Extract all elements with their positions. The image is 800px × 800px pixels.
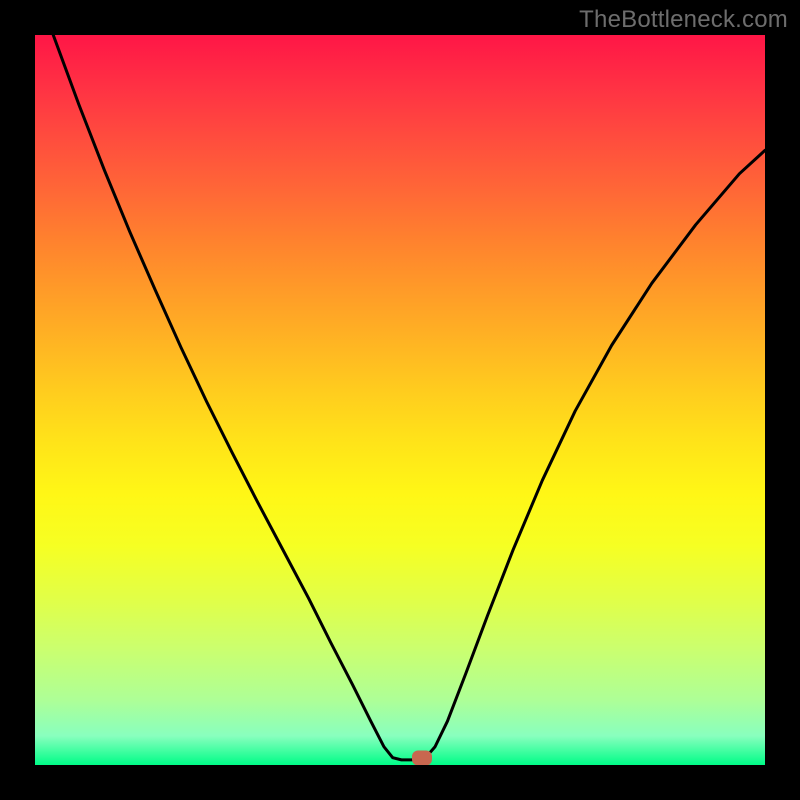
optimal-point-marker xyxy=(412,750,432,765)
watermark-text: TheBottleneck.com xyxy=(579,6,788,34)
bottleneck-curve xyxy=(35,35,765,765)
plot-area xyxy=(35,35,765,765)
